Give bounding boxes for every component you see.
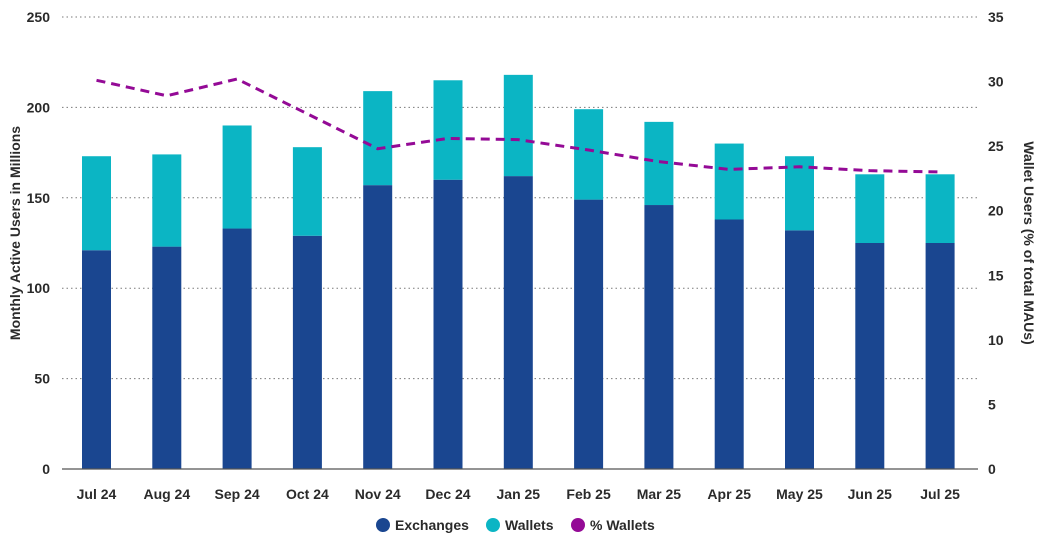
x-tick-label: Oct 24 — [286, 486, 329, 502]
bar-exchanges — [855, 243, 885, 469]
y2-tick-label: 20 — [988, 203, 1004, 219]
bar-wallets — [152, 154, 182, 247]
y-tick-label: 200 — [27, 99, 51, 115]
bar-exchanges — [644, 205, 674, 470]
bar-wallets — [925, 174, 955, 243]
y2-tick-label: 5 — [988, 396, 996, 412]
bar-exchanges — [152, 246, 182, 469]
y2-tick-label: 30 — [988, 74, 1004, 90]
bar-exchanges — [714, 219, 744, 469]
legend-marker — [571, 518, 585, 532]
x-tick-label: Sep 24 — [215, 486, 260, 502]
x-tick-label: Aug 24 — [143, 486, 190, 502]
legend-marker — [376, 518, 390, 532]
legend-label: Wallets — [505, 517, 554, 533]
bar-exchanges — [574, 199, 604, 469]
axes: 0 50 100 150 200 250 0 5 10 15 20 25 30 35 Jul 24 Aug 2… — [27, 9, 1004, 502]
x-tick-label: Jan 25 — [497, 486, 541, 502]
bar-exchanges — [292, 235, 322, 469]
legend: Exchanges Wallets % Wallets — [376, 517, 655, 533]
y-tick-label: 250 — [27, 9, 51, 25]
x-tick-label: Mar 25 — [637, 486, 682, 502]
bar-exchanges — [785, 230, 814, 469]
x-tick-label: May 25 — [776, 486, 823, 502]
bar-wallets — [222, 125, 252, 229]
y2-tick-label: 35 — [988, 9, 1004, 25]
bar-exchanges — [925, 243, 955, 469]
x-tick-label: Apr 25 — [707, 486, 751, 502]
bar-exchanges — [363, 185, 393, 470]
bar-wallets — [292, 147, 322, 236]
bar-exchanges — [82, 250, 111, 469]
bar-wallets — [433, 80, 463, 180]
y2-tick-label: 10 — [988, 332, 1004, 348]
x-tick-label: Jun 25 — [848, 486, 893, 502]
x-tick-label: Jul 24 — [77, 486, 117, 502]
y-tick-label: 0 — [42, 461, 50, 477]
legend-marker — [486, 518, 500, 532]
bar-wallets — [363, 91, 393, 186]
bar-exchanges — [503, 176, 533, 469]
y-tick-label: 50 — [34, 371, 50, 387]
x-tick-label: Jul 25 — [920, 486, 960, 502]
bar-wallets — [503, 74, 533, 177]
x-tick-label: Nov 24 — [355, 486, 401, 502]
bars — [82, 74, 955, 470]
y2-tick-label: 0 — [988, 461, 996, 477]
y-tick-label: 100 — [27, 280, 51, 296]
bar-wallets — [714, 143, 744, 220]
line-percent-wallets — [96, 77, 941, 174]
bar-wallets — [644, 121, 674, 206]
bar-wallets — [574, 109, 604, 200]
y-axis-title: Monthly Active Users in Millions — [7, 126, 23, 340]
legend-label: % Wallets — [590, 517, 655, 533]
y2-tick-label: 25 — [988, 138, 1004, 154]
bar-wallets — [855, 174, 885, 243]
y2-axis-title: Wallet Users (% of total MAUs) — [1021, 141, 1037, 344]
y2-tick-label: 15 — [988, 267, 1004, 283]
bar-wallets — [82, 156, 111, 251]
x-tick-label: Feb 25 — [566, 486, 611, 502]
bar-exchanges — [222, 228, 252, 469]
y-tick-label: 150 — [27, 190, 51, 206]
percent-wallets-line — [96, 77, 941, 174]
bar-exchanges — [433, 179, 463, 469]
legend-label: Exchanges — [395, 517, 469, 533]
x-tick-label: Dec 24 — [425, 486, 470, 502]
